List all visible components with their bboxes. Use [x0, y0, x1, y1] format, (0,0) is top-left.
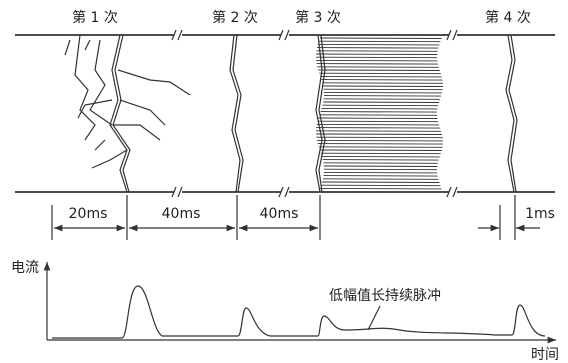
hatch-line	[324, 89, 443, 90]
hatch-line	[317, 140, 443, 141]
hatch-line	[320, 76, 441, 77]
hatch-line	[322, 182, 439, 183]
hatch-line	[317, 124, 439, 125]
hatch-line	[318, 118, 437, 119]
hatch-line	[316, 137, 442, 138]
hatch-line	[322, 105, 438, 106]
hatch-line	[318, 70, 440, 71]
hatch-line	[316, 54, 437, 55]
stroke-label: 第 1 次	[72, 9, 118, 26]
interval-label: 40ms	[162, 206, 201, 222]
hatch-line	[321, 153, 441, 154]
hatch-line	[317, 64, 438, 65]
hatch-line	[324, 92, 442, 93]
hatch-line	[316, 134, 442, 135]
interval-label: 1ms	[525, 206, 555, 222]
hatch-line	[318, 144, 443, 145]
stroke-label: 第 3 次	[295, 9, 341, 26]
interval-label: 20ms	[69, 206, 108, 222]
hatch-line	[319, 41, 441, 42]
hatch-line	[322, 83, 443, 84]
hatch-line	[316, 57, 437, 58]
hatch-line	[321, 185, 440, 186]
hatch-line	[323, 86, 443, 87]
hatch-line	[322, 156, 440, 157]
stroke-2	[230, 35, 243, 192]
hatch-line	[319, 147, 443, 148]
hatch-line	[319, 73, 441, 74]
hatch-line	[317, 48, 438, 49]
hatch-line	[318, 44, 439, 45]
current-plot	[47, 262, 556, 340]
stroke-1-branches	[65, 35, 190, 192]
hatch-line	[320, 112, 437, 113]
stroke-3	[316, 35, 325, 192]
hatch-line	[317, 67, 438, 68]
hatch-line	[324, 99, 440, 100]
hatch-line	[317, 121, 438, 122]
hatch-line	[320, 38, 442, 39]
hatch-line	[324, 166, 437, 167]
hatch-line	[323, 160, 439, 161]
hatch-line	[323, 163, 437, 164]
hatch-line	[316, 128, 440, 129]
hatch-line	[322, 108, 438, 109]
diagram: 第 1 次 第 2 次 第 3 次 第 4 次 20ms 40ms 40ms 1…	[0, 0, 568, 363]
page: {"strokes": [{"label": "第 1 次"}, {"label…	[0, 0, 568, 363]
hatch-line	[320, 188, 441, 189]
stroke-label: 第 2 次	[212, 9, 258, 26]
stroke-4	[506, 35, 517, 192]
hatch-line	[324, 176, 438, 177]
x-axis-label: 时间	[531, 347, 559, 363]
hatch-line	[324, 169, 437, 170]
hatch-line	[320, 150, 442, 151]
hatch-line	[316, 51, 437, 52]
hatch-line	[323, 179, 439, 180]
hatch-line	[321, 80, 442, 81]
hatch-line	[316, 60, 437, 61]
hatch-line	[323, 102, 439, 103]
hatch-line	[324, 96, 441, 97]
interval-label: 40ms	[260, 206, 299, 222]
stroke-3-continuing-current	[316, 38, 443, 189]
hatch-line	[319, 115, 437, 116]
hatch-line	[316, 131, 441, 132]
stroke-label: 第 4 次	[485, 9, 531, 26]
y-axis-label: 电流	[11, 260, 39, 276]
annotation: 低幅值长持续脉冲	[329, 287, 441, 304]
hatch-line	[324, 172, 437, 173]
